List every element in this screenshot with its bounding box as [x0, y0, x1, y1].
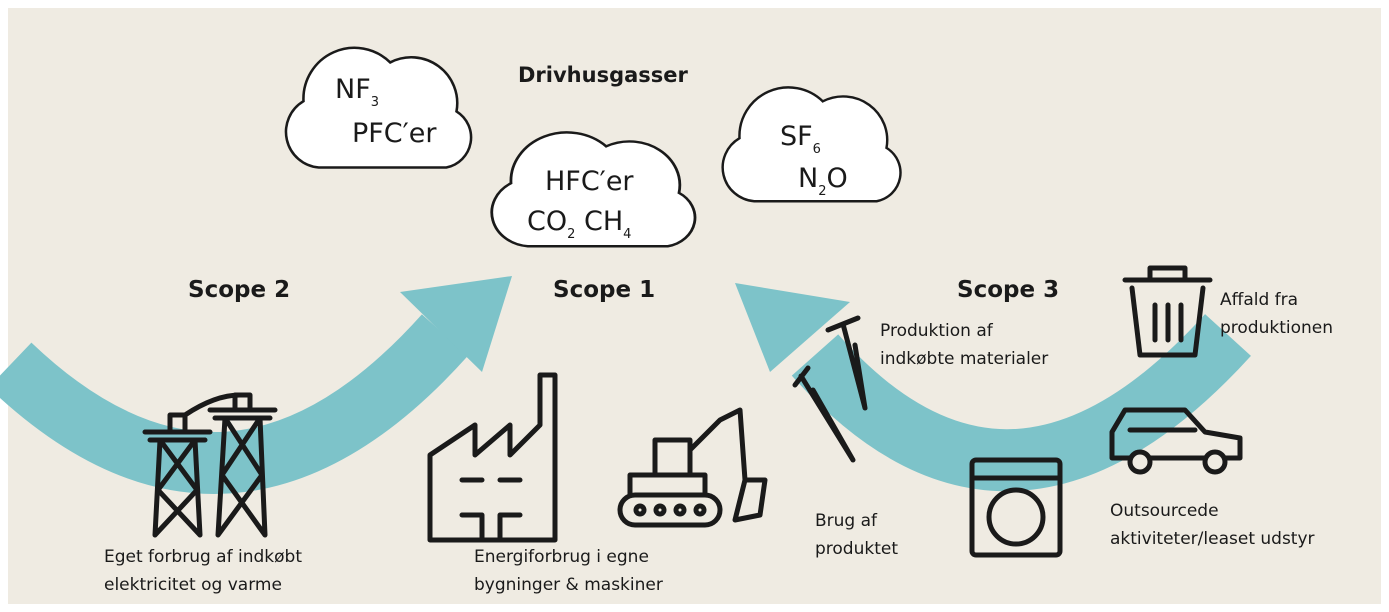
gas-label: PFC′er: [352, 118, 437, 149]
arrow-head: [735, 283, 850, 372]
pylon-icon: [142, 392, 278, 538]
caption: Outsourcede aktiviteter/leaset udstyr: [1110, 501, 1315, 549]
background: [8, 8, 1381, 604]
nail-icon: [825, 315, 868, 411]
title: Drivhusgasser: [518, 63, 689, 87]
gas-label: CO2 CH4: [527, 206, 631, 242]
nail-icon: [792, 365, 856, 463]
caption: Affald fra produktionen: [1220, 290, 1333, 338]
trash-icon: [1122, 265, 1213, 358]
scope-label: Scope 1: [553, 277, 655, 303]
caption: Eget forbrug af indkøbt elektricitet og v…: [104, 547, 302, 595]
gas-label: SF6: [780, 121, 821, 157]
arrow-head: [400, 276, 512, 372]
scope-label: Scope 2: [188, 277, 290, 303]
icons: [142, 265, 1243, 558]
gas-label: NF3: [335, 74, 379, 110]
caption: Produktion af indkøbte materialer: [880, 321, 1048, 369]
factory-icon: [427, 372, 558, 543]
gas-label: HFC′er: [545, 166, 634, 197]
caption: Energiforbrug i egne bygninger & maskiner: [474, 547, 663, 595]
washer-icon: [969, 457, 1063, 558]
car-icon: [1109, 407, 1243, 461]
caption: Brug af produktet: [815, 511, 898, 559]
gas-label: N2O: [798, 163, 848, 199]
excavator-icon: [617, 407, 768, 528]
scope-label: Scope 3: [957, 277, 1059, 303]
